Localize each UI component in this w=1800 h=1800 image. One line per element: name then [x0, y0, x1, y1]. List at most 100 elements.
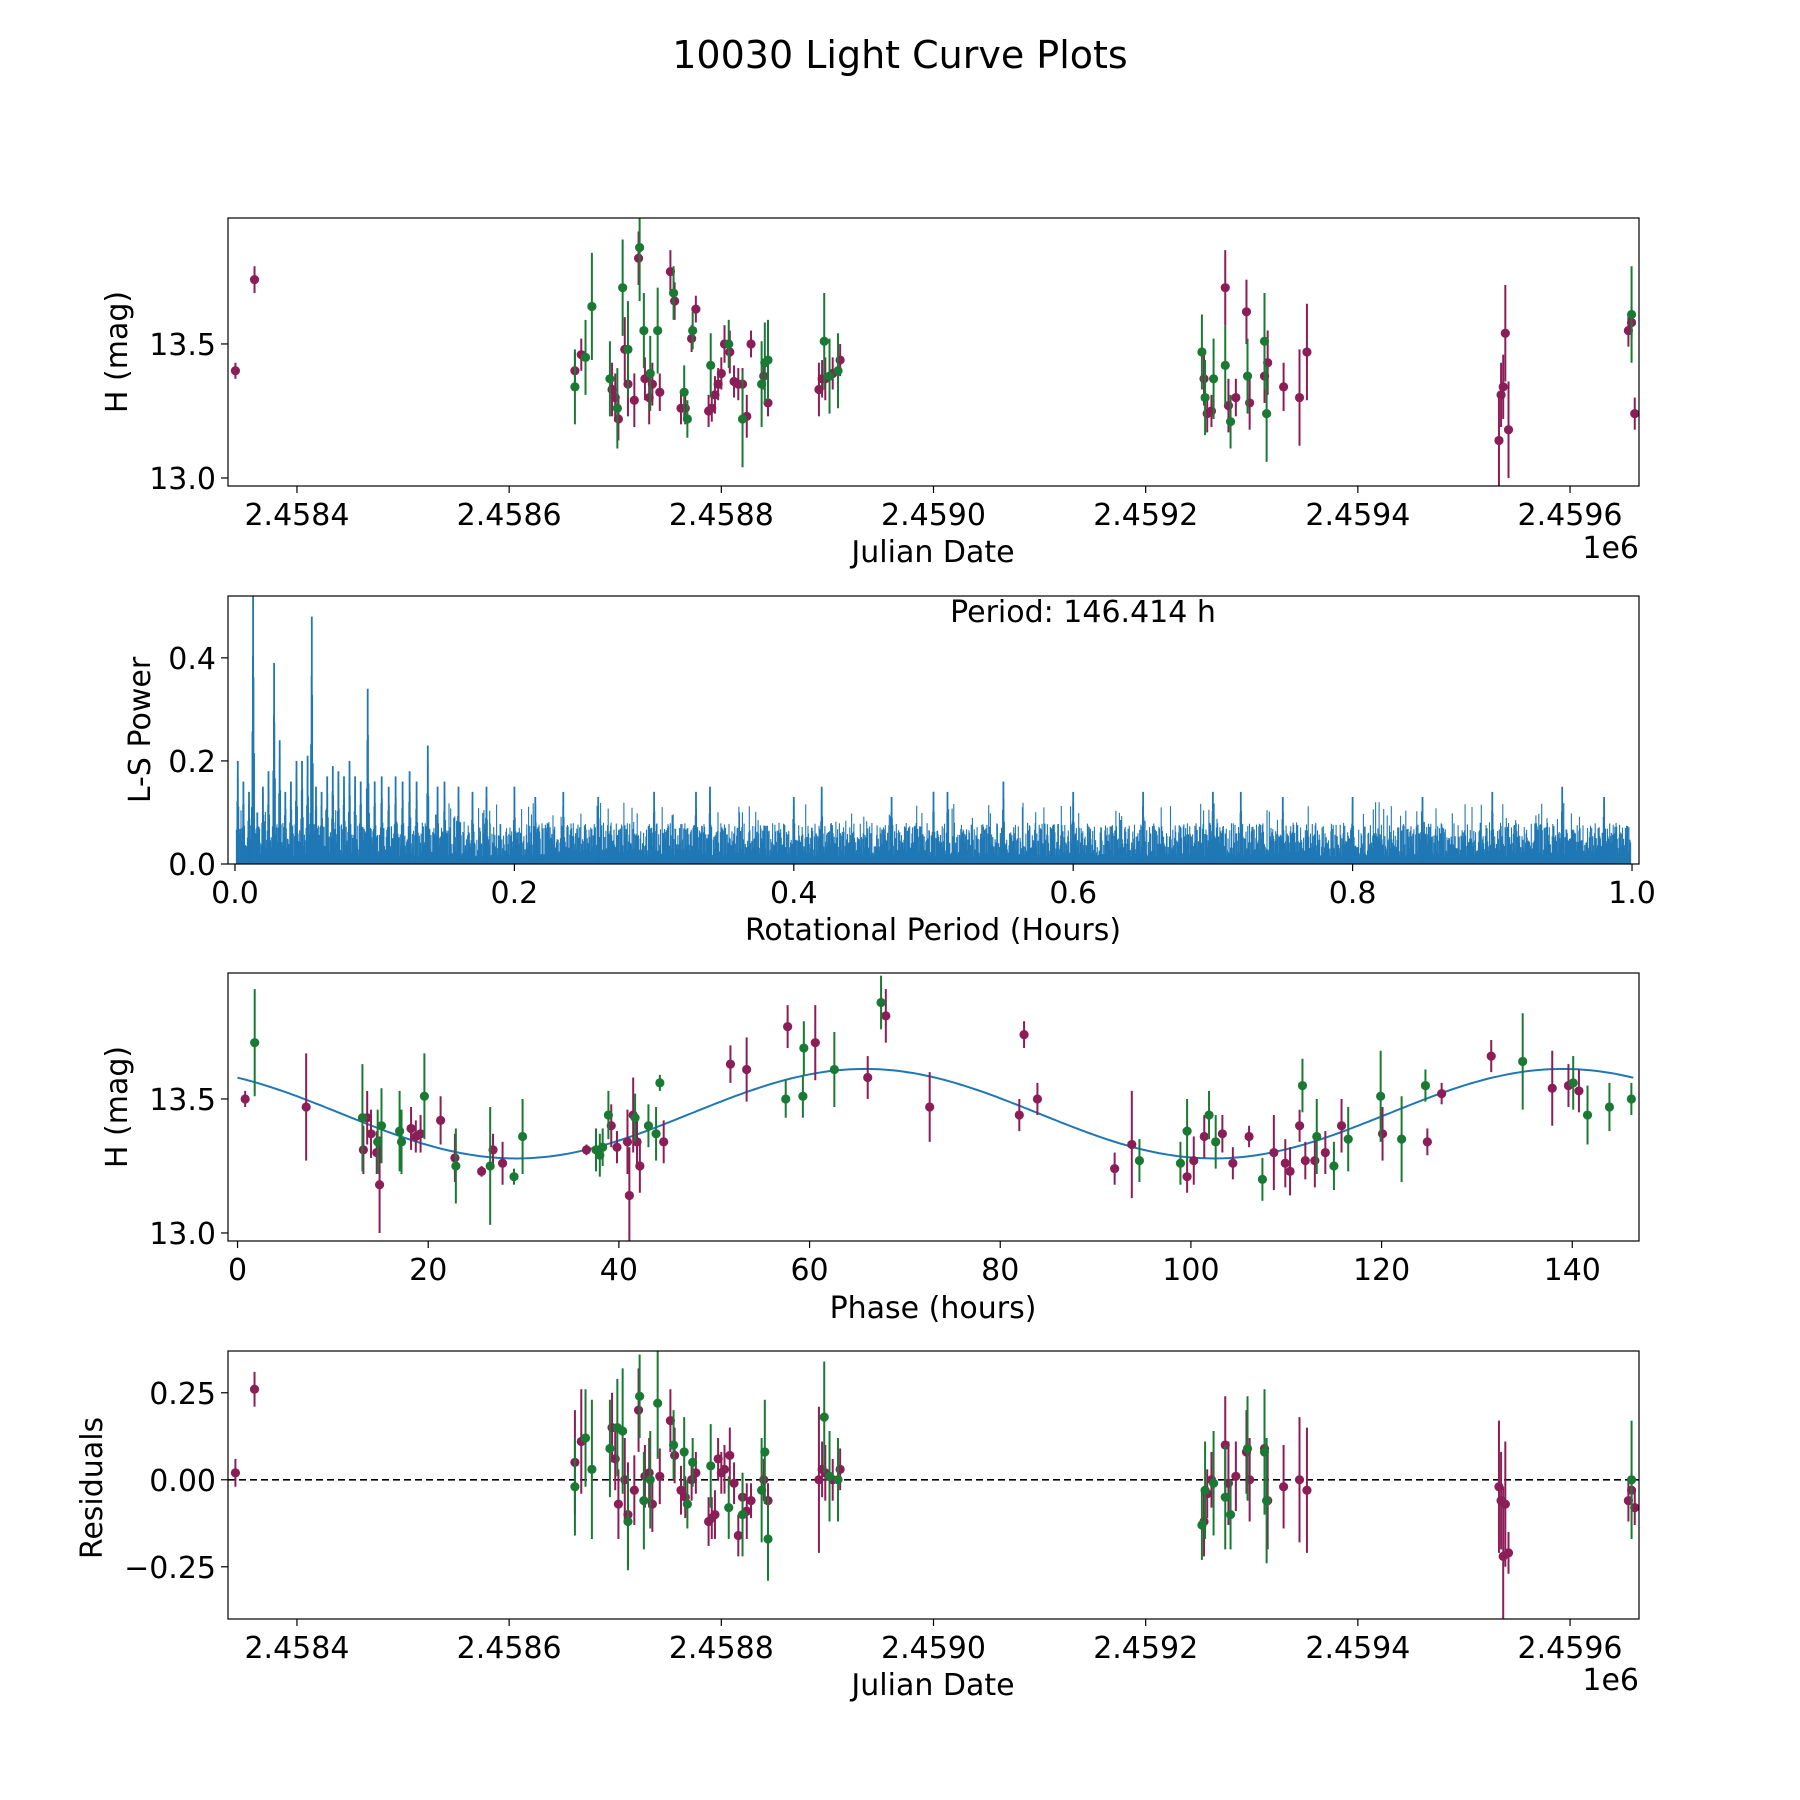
data-point-magenta: [725, 1059, 736, 1069]
lightcurve-y-label: H (mag): [100, 291, 135, 413]
residuals-x-tick-label: 2.4586: [457, 1631, 562, 1666]
data-point-green: [357, 1113, 368, 1123]
data-point-magenta: [1244, 1131, 1254, 1142]
data-point-magenta: [680, 403, 690, 413]
residuals-offset-label: 1e6: [1582, 1663, 1639, 1698]
data-point-magenta: [647, 379, 657, 389]
data-point-magenta: [610, 1454, 620, 1464]
data-point-green: [623, 1516, 633, 1527]
residuals-x-tick-label: 2.4588: [669, 1631, 774, 1666]
data-point-magenta: [1302, 1485, 1312, 1495]
ls-power-spectrum: [235, 601, 1632, 864]
data-point-magenta: [659, 1137, 669, 1147]
data-point-green: [1297, 1080, 1308, 1091]
data-point-magenta: [1294, 392, 1305, 403]
phased-x-label: Phase (hours): [830, 1291, 1037, 1326]
data-point-green: [653, 325, 663, 336]
periodogram-plot-area: [235, 596, 1632, 864]
data-point-magenta: [835, 355, 845, 365]
data-point-magenta: [1302, 347, 1312, 357]
data-point-magenta: [759, 1475, 769, 1485]
data-point-magenta: [733, 1530, 743, 1541]
data-point-green: [833, 366, 843, 376]
phased-x-tick-label: 100: [1162, 1253, 1219, 1288]
residuals-x-tick-label: 2.4596: [1518, 1631, 1623, 1666]
periodogram-x-tick-label: 0.2: [491, 876, 539, 911]
data-point-green: [1197, 347, 1207, 357]
lightcurve-x-tick-label: 2.4584: [244, 498, 349, 533]
data-point-green: [580, 1433, 591, 1443]
data-point-green: [612, 403, 622, 413]
data-point-magenta: [1217, 1129, 1227, 1139]
phased-x-tick-label: 20: [409, 1253, 447, 1288]
data-point-magenta: [1269, 1147, 1279, 1158]
residuals-y-tick-label: 0.25: [149, 1377, 216, 1412]
data-point-green: [799, 1043, 809, 1053]
data-point-magenta: [1182, 1172, 1192, 1182]
lightcurve-x-tick-label: 2.4596: [1518, 498, 1623, 533]
data-point-green: [603, 1110, 613, 1120]
data-point-green: [645, 1475, 655, 1485]
data-point-magenta: [1032, 1094, 1043, 1104]
data-point-green: [1582, 1110, 1593, 1120]
data-point-green: [373, 1137, 383, 1147]
lightcurve-x-tick-label: 2.4594: [1305, 498, 1410, 533]
data-point-magenta: [655, 387, 665, 397]
data-point-magenta: [622, 1137, 633, 1147]
data-point-green: [679, 387, 689, 397]
data-point-green: [1200, 1485, 1210, 1495]
data-point-green: [1518, 1056, 1528, 1067]
data-point-green: [1312, 1131, 1322, 1142]
data-point-green: [618, 283, 628, 293]
periodogram-marks: [235, 596, 1632, 864]
periodogram-ticks: 0.0 0.2 0.4 0.6 0.8 1.0 0.0 0.2 0.4: [168, 642, 1656, 911]
data-point-green: [485, 1161, 495, 1171]
phased-x-tick-label: 140: [1544, 1253, 1601, 1288]
data-point-green: [819, 336, 829, 346]
data-point-magenta: [613, 414, 624, 424]
data-point-green: [1200, 392, 1210, 403]
residuals-x-tick-label: 2.4584: [244, 1631, 349, 1666]
data-point-green: [630, 1113, 640, 1123]
data-point-green: [639, 325, 649, 336]
data-point-green: [651, 1129, 661, 1139]
data-point-green: [724, 339, 734, 349]
data-point-green: [1420, 1080, 1431, 1091]
figure-title: 10030 Light Curve Plots: [672, 33, 1127, 77]
data-point-magenta: [249, 1384, 260, 1394]
data-point-magenta: [1127, 1139, 1137, 1150]
data-point-green: [668, 1440, 679, 1450]
data-point-magenta: [476, 1166, 487, 1176]
lightcurve-x-tick-label: 2.4586: [457, 498, 562, 533]
periodogram-x-tick-label: 0.8: [1329, 876, 1377, 911]
data-point-green: [587, 1464, 597, 1474]
data-point-green: [1262, 409, 1272, 419]
data-point-magenta: [925, 1102, 935, 1112]
data-point-magenta: [230, 366, 241, 376]
data-point-magenta: [670, 296, 680, 306]
lightcurve-y-tick-label: 13.0: [149, 462, 216, 497]
data-point-green: [1604, 1102, 1615, 1112]
lightcurve-ticks: 2.4584 2.4586 2.4588 2.4590 2.4592 2.4594 2.45…: [149, 328, 1622, 533]
residuals-plot-area: [228, 1351, 1639, 1619]
data-point-magenta: [249, 275, 260, 285]
residuals-x-label: Julian Date: [849, 1668, 1014, 1703]
data-point-magenta: [1547, 1083, 1557, 1093]
data-point-magenta: [1220, 283, 1230, 293]
residuals-y-label: Residuals: [75, 1417, 110, 1559]
data-point-green: [682, 1499, 692, 1509]
lightcurve-x-label: Julian Date: [849, 535, 1014, 570]
data-point-magenta: [240, 1094, 250, 1104]
data-point-green: [819, 1412, 829, 1422]
data-point-green: [1259, 336, 1270, 346]
data-point-magenta: [1285, 1166, 1295, 1176]
data-point-green: [1225, 417, 1236, 427]
data-point-green: [760, 1447, 770, 1457]
data-point-magenta: [725, 347, 735, 357]
data-point-magenta: [374, 1180, 385, 1190]
phased-x-tick-label: 0: [228, 1253, 247, 1288]
data-point-magenta: [655, 1471, 665, 1481]
data-point-green: [1208, 374, 1219, 384]
data-point-green: [824, 371, 835, 381]
